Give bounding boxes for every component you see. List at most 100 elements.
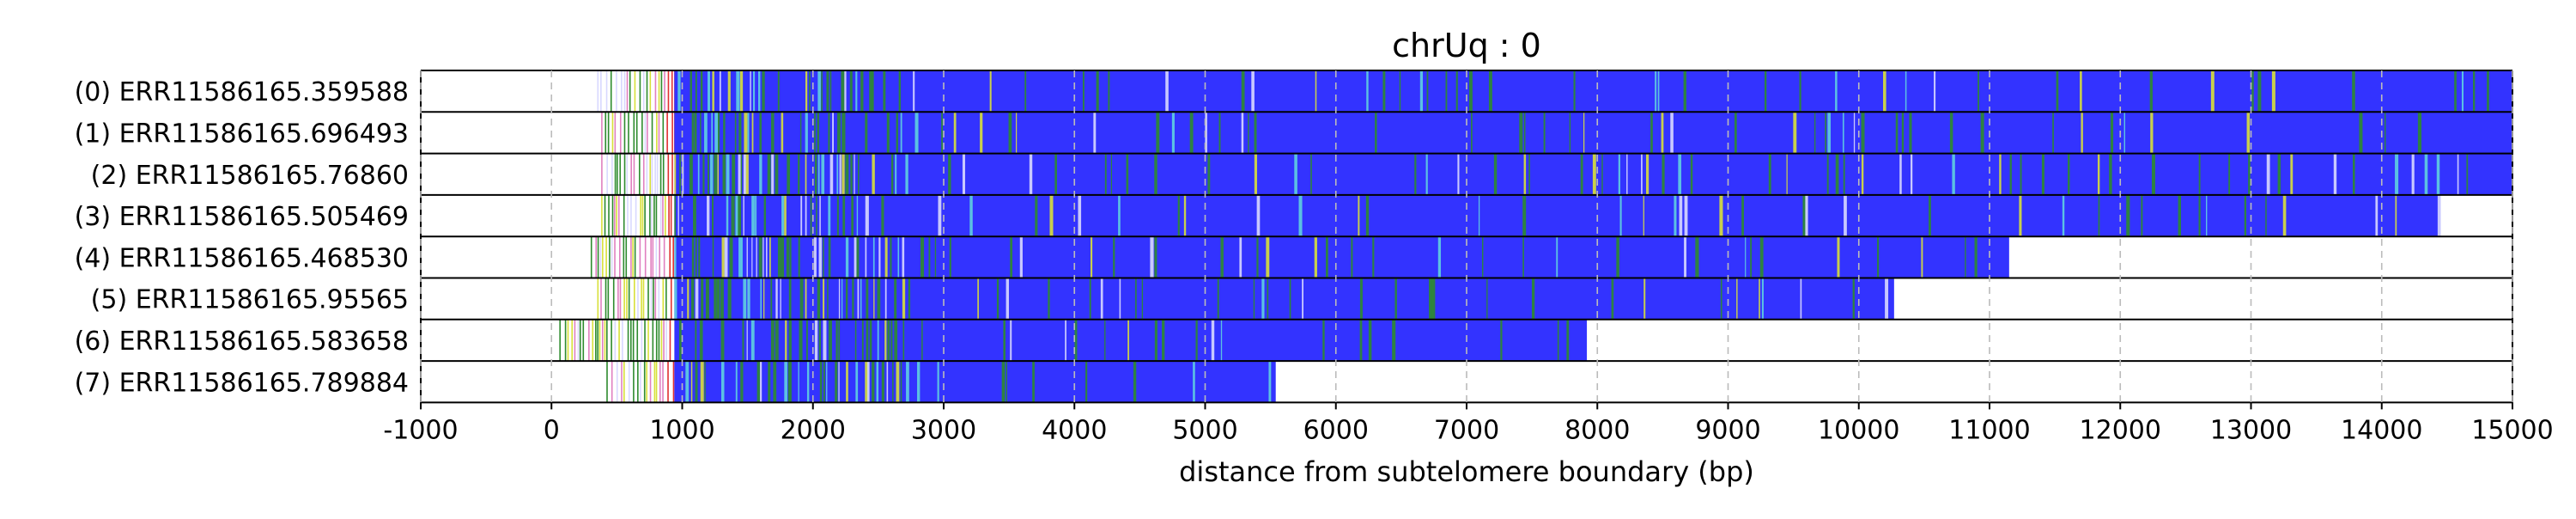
read-stripe [2228,153,2231,195]
read-stripe [2198,153,2201,195]
read-stripe [835,319,838,362]
read-stripe [605,278,607,320]
read-stripe [766,236,768,278]
read-stripe [857,278,860,320]
read-stripe [605,70,608,113]
read-stripe [1119,278,1121,320]
read-stripe [1090,236,1093,278]
read-stripe [2149,70,2153,113]
read-stripe [1952,153,1955,195]
read-stripe [1978,70,1979,113]
read-stripe [777,236,781,278]
read-stripe [740,153,743,195]
read-stripe [1885,278,1889,320]
read-stripe [1359,278,1363,320]
read-stripe [700,112,702,154]
read-stripe [1019,236,1023,278]
read-stripe [873,278,875,320]
read-stripe [878,236,881,278]
read-stripe [826,361,828,403]
read-stripe [788,278,792,320]
read-stripe [720,319,725,362]
read-stripe [1481,236,1484,278]
read-stripe [597,278,599,320]
read-stripe [623,194,625,237]
read-stripe [1657,70,1660,113]
read-stripe [707,70,711,113]
read-stripe [937,361,939,403]
read-stripe [601,194,603,237]
read-stripe [1455,70,1458,113]
read-stripe [1024,70,1027,113]
read-stripe [738,153,742,195]
chart-title: chrUq : 0 [1392,27,1541,64]
read-stripe [775,319,779,362]
read-stripe [799,319,803,362]
read-stripe [1253,278,1255,320]
read-stripe [1895,112,1899,154]
read-stripe [855,361,859,403]
read-stripe [1437,236,1442,278]
read-stripe [597,70,599,113]
read-stripe [644,319,646,362]
read-stripe [1351,236,1353,278]
read-stripe [693,194,696,237]
read-stripe [2333,153,2337,195]
read-stripe [1162,319,1165,362]
read-stripe [865,194,869,237]
read-stripe [902,236,905,278]
read-stripe [977,278,979,320]
read-stripe [914,112,919,154]
read-stripe [656,153,659,195]
read-stripe [679,153,681,195]
read-stripe [1358,194,1360,237]
read-stripe [628,278,630,320]
read-stripe [869,70,872,113]
read-stripe [921,319,923,362]
read-stripe [574,319,576,362]
read-stripe [823,319,827,362]
read-stripe [605,112,607,154]
read-stripe [1425,153,1428,195]
read-stripe [727,278,732,320]
read-stripe [616,194,617,237]
read-stripe [845,153,849,195]
read-stripe [609,236,611,278]
read-stripe [1154,153,1157,195]
read-stripe [597,319,598,362]
read-stripe [1556,236,1558,278]
read-stripe [632,236,634,278]
read-stripe [805,194,807,237]
read-block [674,278,1894,320]
read-stripe [662,112,665,154]
read-stripe [717,153,719,195]
read-stripe [855,70,858,113]
read-stripe [634,70,636,113]
read-stripe [1177,194,1180,237]
read-stripe [695,361,698,403]
read-stripe [858,153,860,195]
read-stripe [2126,194,2130,237]
read-stripe [1414,153,1417,195]
read-stripe [643,361,646,403]
read-stripe [607,112,610,154]
read-stripe [823,361,825,403]
read-stripe [691,236,695,278]
read-stripe [949,236,951,278]
read-stripe [736,70,740,113]
read-stripe [1359,319,1363,362]
read-stripe [662,153,665,195]
read-stripe [694,112,697,154]
read-stripe [900,361,902,403]
read-stripe [637,278,639,320]
read-stripe [642,70,645,113]
read-stripe [1643,194,1644,237]
read-stripe [2395,153,2399,195]
read-stripe [2271,70,2275,113]
read-stripe [642,278,645,320]
read-stripe [623,112,626,154]
read-stripe [817,70,821,113]
read-stripe [1256,194,1261,237]
read-stripe [614,319,617,362]
read-stripe [906,361,909,403]
